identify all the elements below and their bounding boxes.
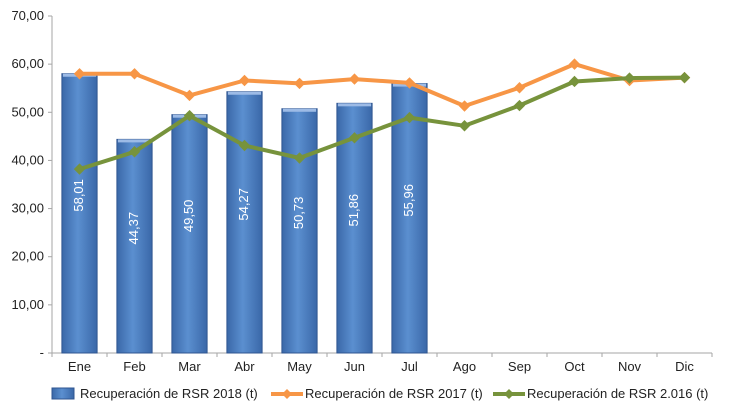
data-labels: 58,01 44,37 49,50 54,27 50,73 51,86 55,96 (71, 179, 416, 244)
line-point-1-sep (513, 82, 526, 94)
y-tick-label: 50,00 (11, 104, 44, 119)
x-tick-label: Mar (178, 359, 201, 374)
y-tick-label: 70,00 (11, 8, 44, 23)
line-point-2-ago (458, 120, 471, 132)
bar-top-highlight (227, 91, 262, 95)
x-tick-label: Dic (675, 359, 694, 374)
line-point-2-mar (183, 109, 196, 122)
line-series (73, 58, 691, 175)
bar-2018-feb (116, 138, 153, 354)
x-tick-label: Abr (234, 359, 255, 374)
bar-2018-ene (61, 73, 98, 354)
legend-marker-2017 (282, 389, 292, 399)
line-point-2-nov (623, 72, 636, 84)
line-point-2-oct (568, 75, 581, 88)
line-point-2-may (293, 152, 306, 164)
line-point-2-feb (128, 146, 141, 158)
x-tick-label: Oct (564, 359, 585, 374)
bar-top-highlight (117, 139, 152, 143)
line-point-1-ene (73, 68, 86, 80)
bar-top-highlight (337, 103, 372, 107)
y-tick-label: - (40, 345, 44, 360)
bar-2018-may (281, 108, 318, 354)
bar-2018-jul (391, 83, 428, 354)
line-series-2 (77, 75, 687, 172)
bars-2018 (61, 73, 428, 354)
legend-label-2017: Recuperación de RSR 2017 (t) (305, 386, 483, 401)
y-tick-label: 30,00 (11, 201, 44, 216)
bar-value-label: 51,86 (346, 194, 361, 227)
bar-value-label: 49,50 (181, 200, 196, 233)
y-tick-label: 40,00 (11, 152, 44, 167)
bar-top-highlight (282, 108, 317, 112)
x-tick-label: Jul (401, 359, 418, 374)
bar-2018-jun (336, 102, 373, 354)
bar-value-label: 55,96 (401, 184, 416, 217)
line-point-2-dic (678, 71, 691, 84)
line-point-2-sep (513, 99, 526, 112)
legend-swatch-2018 (51, 387, 75, 400)
line-point-1-abr (238, 74, 251, 87)
line-series-1 (77, 62, 687, 108)
y-tick-label: 20,00 (11, 249, 44, 264)
line-point-1-oct (568, 58, 581, 70)
x-tick-label: Ago (453, 359, 476, 374)
line-point-2-jun (348, 132, 361, 144)
legend: Recuperación de RSR 2018 (t) Recuperación… (51, 386, 708, 401)
y-tick-label: 10,00 (11, 297, 44, 312)
bar-2018-abr (226, 91, 263, 354)
line-point-1-feb (128, 68, 141, 80)
bar-value-label: 44,37 (126, 212, 141, 245)
axes: - 10,00 20,00 30,00 40,00 50,00 60,00 70,00 Ene F… (11, 8, 713, 374)
line-point-1-mar (183, 89, 196, 102)
bar-2018-mar (171, 114, 208, 354)
line-point-1-jul (403, 77, 416, 89)
x-tick-label: Sep (508, 359, 531, 374)
line-point-2-jul (403, 111, 416, 124)
x-tick-label: Jun (344, 359, 365, 374)
legend-label-2016: Recuperación de RSR 2.016 (t) (527, 386, 708, 401)
bar-value-label: 58,01 (71, 179, 86, 212)
line-point-1-may (293, 77, 306, 90)
line-point-1-ago (458, 100, 471, 112)
line-point-2-ene (73, 163, 86, 175)
y-tick-label: 60,00 (11, 56, 44, 71)
legend-label-2018: Recuperación de RSR 2018 (t) (80, 386, 258, 401)
x-tick-label: Nov (618, 359, 642, 374)
x-tick-label: May (287, 359, 312, 374)
legend-marker-2016 (504, 389, 514, 399)
line-point-2-abr (238, 139, 251, 152)
x-tick-label: Ene (68, 359, 91, 374)
bar-value-label: 50,73 (291, 197, 306, 230)
bar-value-label: 54,27 (236, 188, 251, 221)
x-tick-label: Feb (123, 359, 145, 374)
line-point-1-jun (348, 73, 361, 85)
